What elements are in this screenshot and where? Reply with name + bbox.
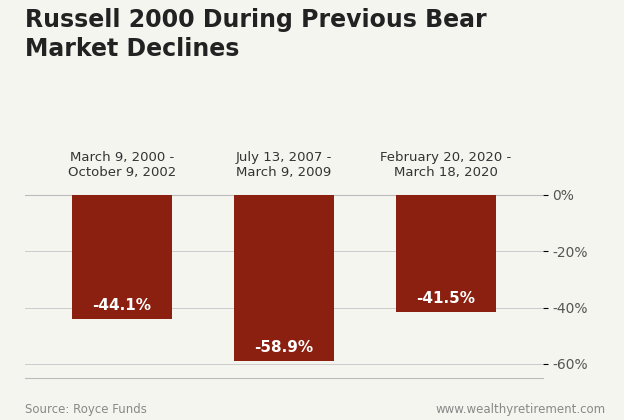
Text: -44.1%: -44.1% [92,299,152,313]
Bar [234,195,334,361]
Text: March 9, 2000 -
October 9, 2002: March 9, 2000 - October 9, 2002 [68,151,176,179]
Bar [396,195,496,312]
Bar [72,195,172,319]
Text: February 20, 2020 -
March 18, 2020: February 20, 2020 - March 18, 2020 [380,151,512,179]
Text: July 13, 2007 -
March 9, 2009: July 13, 2007 - March 9, 2009 [236,151,332,179]
Text: www.wealthyretirement.com: www.wealthyretirement.com [435,403,605,416]
Text: Source: Royce Funds: Source: Royce Funds [25,403,147,416]
Text: -58.9%: -58.9% [255,340,313,355]
Text: -41.5%: -41.5% [416,291,475,306]
Text: Russell 2000 During Previous Bear
Market Declines: Russell 2000 During Previous Bear Market… [25,8,487,61]
